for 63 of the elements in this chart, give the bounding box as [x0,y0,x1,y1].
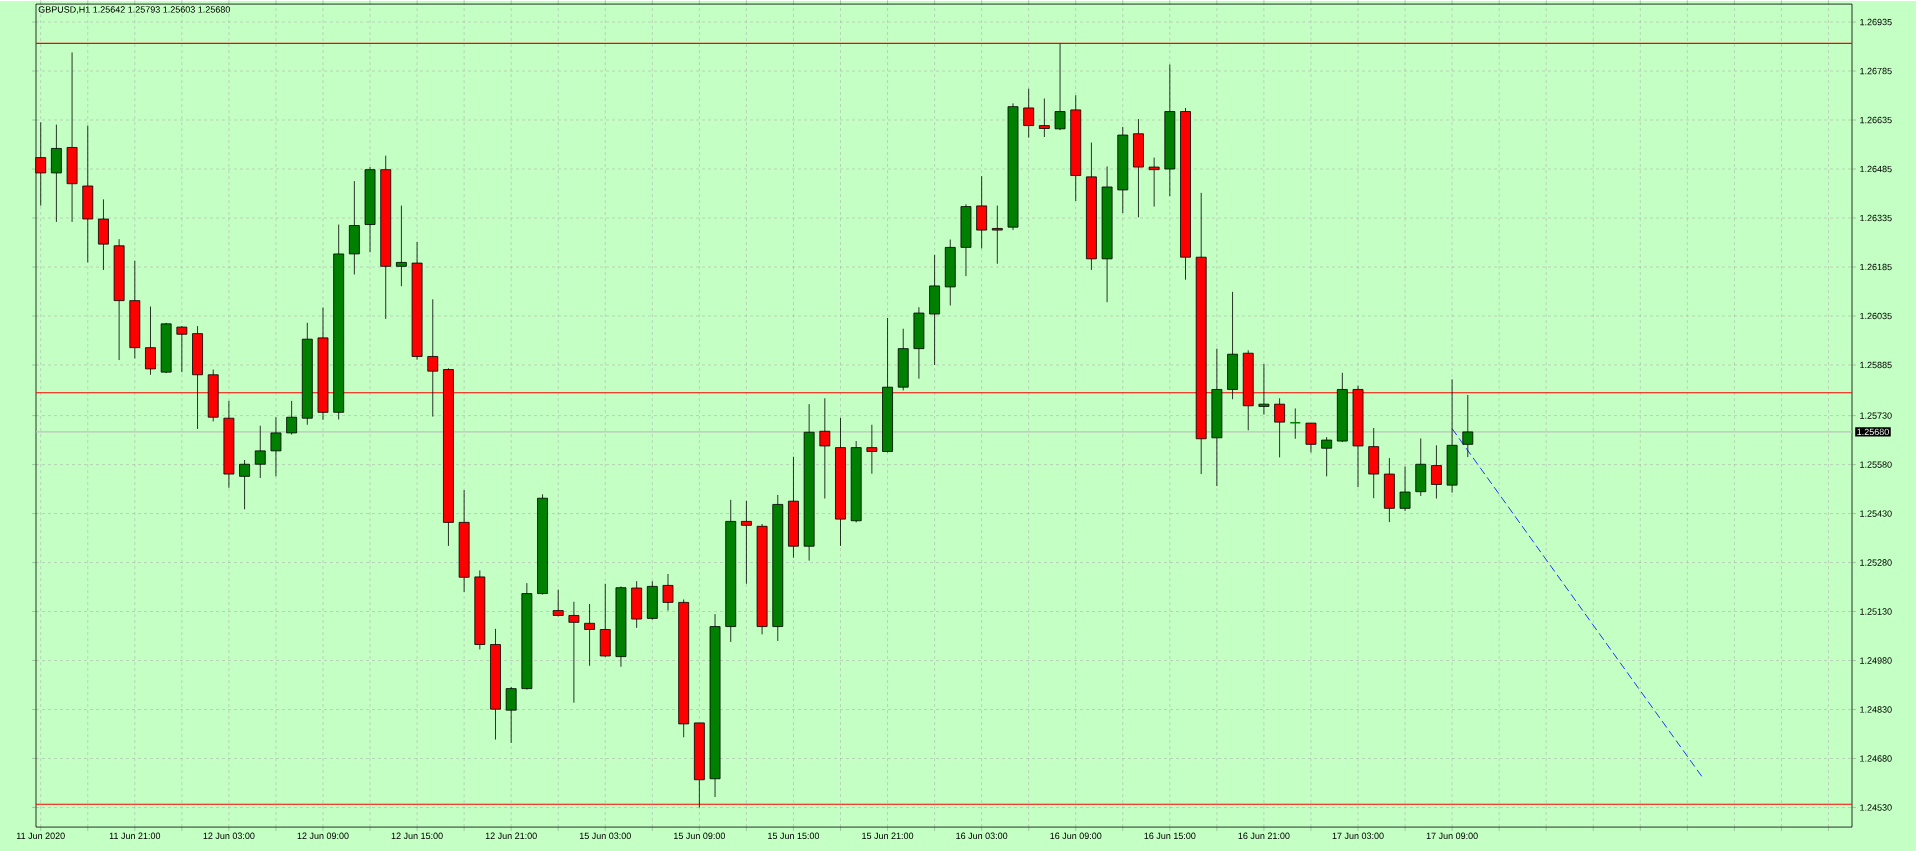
candlestick [1289,407,1302,440]
y-tick-label: 1.26935 [1860,18,1892,26]
y-tick-label: 1.26335 [1860,214,1892,222]
x-tick-label: 12 Jun 15:00 [391,832,443,839]
candlestick [254,425,266,479]
candlestick [145,306,156,376]
y-tick-label: 1.25730 [1860,412,1892,419]
x-tick-label: 11 Jun 2020 [16,832,65,839]
candlestick [552,589,564,617]
x-tick-label: 17 Jun 09:00 [1426,832,1478,839]
x-tick-label: 16 Jun 21:00 [1238,832,1290,839]
y-tick-label: 1.26635 [1860,116,1892,124]
x-tick-label: 12 Jun 09:00 [297,832,349,839]
candlestick [505,686,517,744]
y-tick-label: 1.24680 [1860,755,1892,762]
chart-title: GBPUSD,H1 1.25642 1.25793 1.25603 1.25680 [38,6,230,14]
candlestick [1321,436,1333,477]
candlestick [1462,394,1474,458]
candlestick [1023,88,1035,139]
y-tick-label: 1.25280 [1860,559,1892,566]
y-tick-label: 1.25430 [1860,510,1892,517]
candlestick [1305,422,1317,453]
candlestick [1399,466,1411,512]
candlestick [584,603,596,667]
candlestick [740,500,752,585]
x-tick-label: 15 Jun 15:00 [768,832,820,839]
y-tick-label: 1.24530 [1860,804,1892,811]
y-tick-label: 1.25580 [1860,461,1892,468]
candlestick [1054,43,1066,131]
y-tick-label: 1.24830 [1860,706,1892,713]
y-tick-label: 1.26035 [1860,312,1892,320]
x-tick-label: 11 Jun 21:00 [109,832,161,839]
candlestick [270,416,282,477]
candlestick [1038,98,1050,138]
x-tick-label: 16 Jun 15:00 [1144,832,1196,839]
candlestick [991,205,1003,265]
x-tick-label: 15 Jun 03:00 [579,832,631,839]
x-tick-label: 12 Jun 21:00 [485,832,537,839]
candlestick [176,325,188,373]
candlestick [1148,157,1160,207]
candlestick [866,424,878,475]
x-tick-label: 15 Jun 21:00 [862,832,914,839]
y-tick-label: 1.26185 [1860,263,1892,271]
y-tick-label: 1.25130 [1860,608,1892,615]
x-tick-label: 17 Jun 03:00 [1332,832,1384,839]
candlestick [568,601,580,704]
candlestick [395,205,407,287]
candlestick [1431,444,1442,499]
candlestick [662,573,674,611]
ref-line-label: 1.25680 [1857,428,1889,436]
candlestick [819,397,831,499]
y-tick-label: 1.24980 [1860,657,1892,664]
candlestick [239,459,250,510]
y-tick-label: 1.25885 [1860,361,1892,369]
candlestick [286,400,298,435]
y-tick-label: 1.26485 [1860,165,1892,173]
y-tick-label: 1.26785 [1860,67,1892,75]
x-tick-label: 16 Jun 03:00 [956,832,1008,839]
x-tick-label: 15 Jun 09:00 [674,832,726,839]
candlestick [1258,363,1270,415]
x-tick-label: 16 Jun 09:00 [1050,832,1102,839]
candlestick [1274,397,1286,458]
x-tick-label: 12 Jun 03:00 [203,832,255,839]
